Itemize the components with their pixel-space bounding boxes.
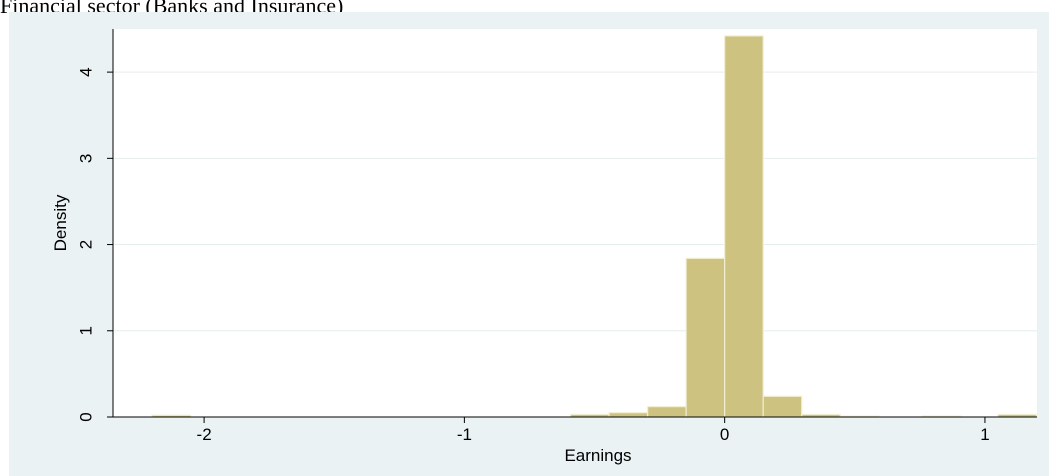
- y-ticks: 0 1 2 3 4: [77, 67, 113, 422]
- y-tick-label: 0: [77, 412, 96, 421]
- x-ticks: -2 -1 0 1: [197, 417, 990, 444]
- x-tick-label: 1: [980, 425, 989, 444]
- histogram-bar: [724, 35, 764, 418]
- x-tick-label: 0: [720, 425, 729, 444]
- x-tick-label: -2: [197, 425, 212, 444]
- histogram-bar: [608, 412, 649, 418]
- plot-area: [113, 29, 1037, 417]
- y-tick-label: 3: [77, 154, 96, 163]
- y-tick-label: 1: [77, 326, 96, 335]
- histogram-bar: [685, 257, 726, 418]
- x-tick-label: -1: [457, 425, 472, 444]
- axes: [112, 29, 1037, 418]
- y-axis-label: Density: [51, 194, 70, 251]
- y-tick-label: 4: [77, 67, 96, 76]
- x-axis-label: Earnings: [564, 446, 631, 465]
- histogram-bar: [647, 406, 687, 418]
- histogram-bar: [762, 395, 803, 418]
- histogram-bars: [151, 35, 1038, 418]
- y-tick-label: 2: [77, 240, 96, 249]
